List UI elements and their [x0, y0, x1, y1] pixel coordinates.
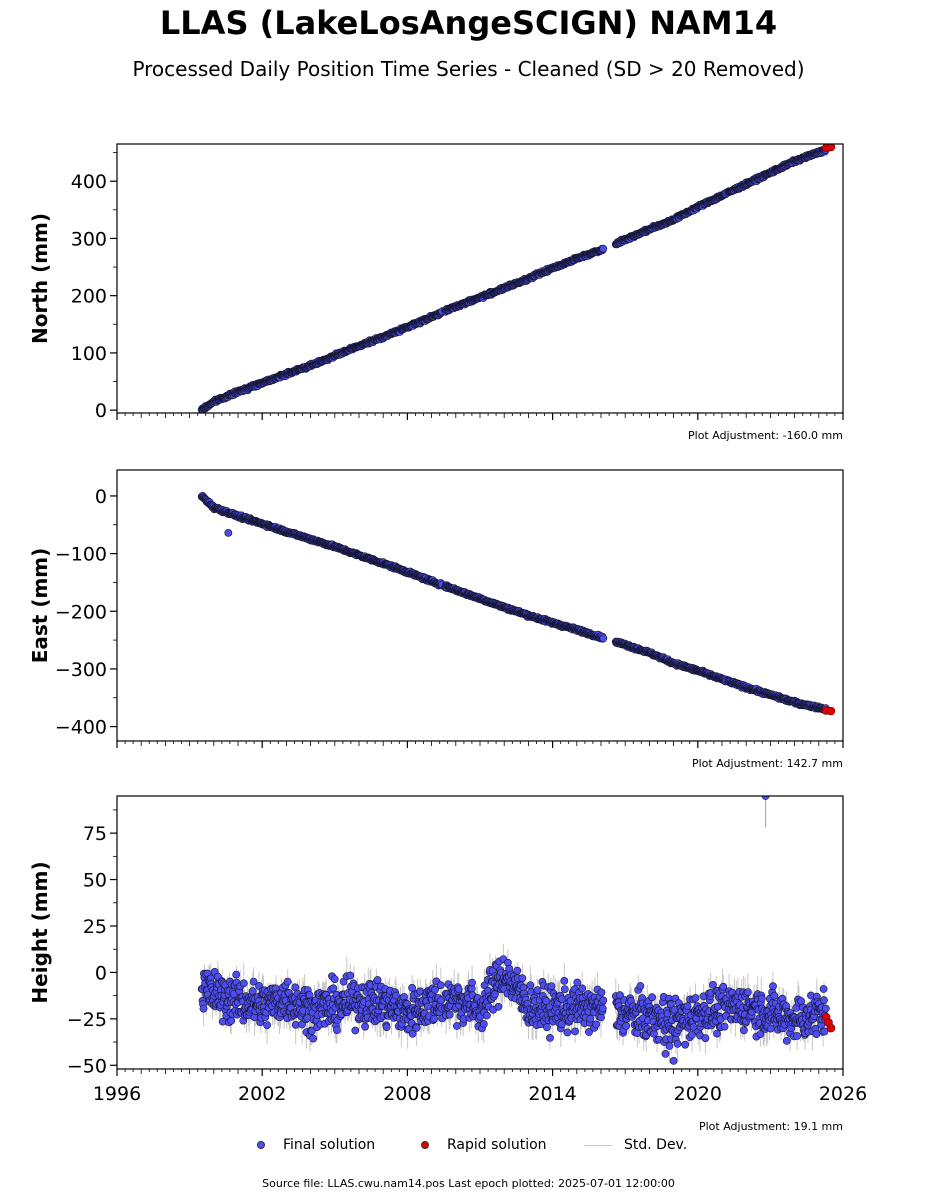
y-axis-north: 0 100 200 300 400	[71, 152, 117, 422]
y-tick-label: 0	[95, 486, 107, 508]
rapid-solution-points	[821, 706, 836, 716]
plot-area-north	[197, 144, 836, 413]
plot-area-east	[197, 491, 836, 716]
plot-adjustment-label: Plot Adjustment: -160.0 mm	[688, 429, 843, 442]
chart-subtitle: Processed Daily Position Time Series - C…	[132, 57, 805, 81]
y-tick-label: −100	[55, 544, 107, 566]
x-ticks	[116, 741, 844, 748]
plot-frame	[116, 143, 844, 414]
y-axis-east: 0 −100 −200 −300 −400	[55, 486, 117, 739]
y-tick-label: 400	[71, 171, 107, 193]
y-tick-label: 100	[71, 343, 107, 365]
y-tick-label: −200	[55, 601, 107, 623]
y-tick-label: −300	[55, 659, 107, 681]
y-tick-label: −400	[55, 717, 107, 739]
rapid-solution-points	[821, 144, 836, 153]
panel-north: 0 100 200 300 400 North (mm) Plot Adjustment: …	[28, 143, 844, 442]
y-axis-label: North (mm)	[28, 213, 52, 344]
y-tick-label: 200	[71, 286, 107, 308]
panel-east: 0 −100 −200 −300 −400 East (mm) Plot Adjustmen…	[28, 469, 844, 770]
final-solution-points	[197, 145, 830, 413]
x-ticks	[116, 413, 844, 420]
y-axis-label: East (mm)	[28, 548, 52, 664]
final-solution-points	[197, 491, 830, 714]
y-tick-label: 0	[95, 400, 107, 422]
chart-title: LLAS (LakeLosAngeSCIGN) NAM14	[159, 4, 778, 42]
plot-area-height	[197, 796, 836, 1065]
plot-adjustment-label: Plot Adjustment: 142.7 mm	[692, 757, 843, 770]
final-solution-point	[599, 634, 608, 643]
rapid-solution-point	[826, 144, 836, 152]
rapid-solution-point	[826, 706, 836, 716]
y-tick-label: 300	[71, 228, 107, 250]
final-solution-point	[224, 528, 233, 537]
final-solution-point	[599, 244, 608, 253]
